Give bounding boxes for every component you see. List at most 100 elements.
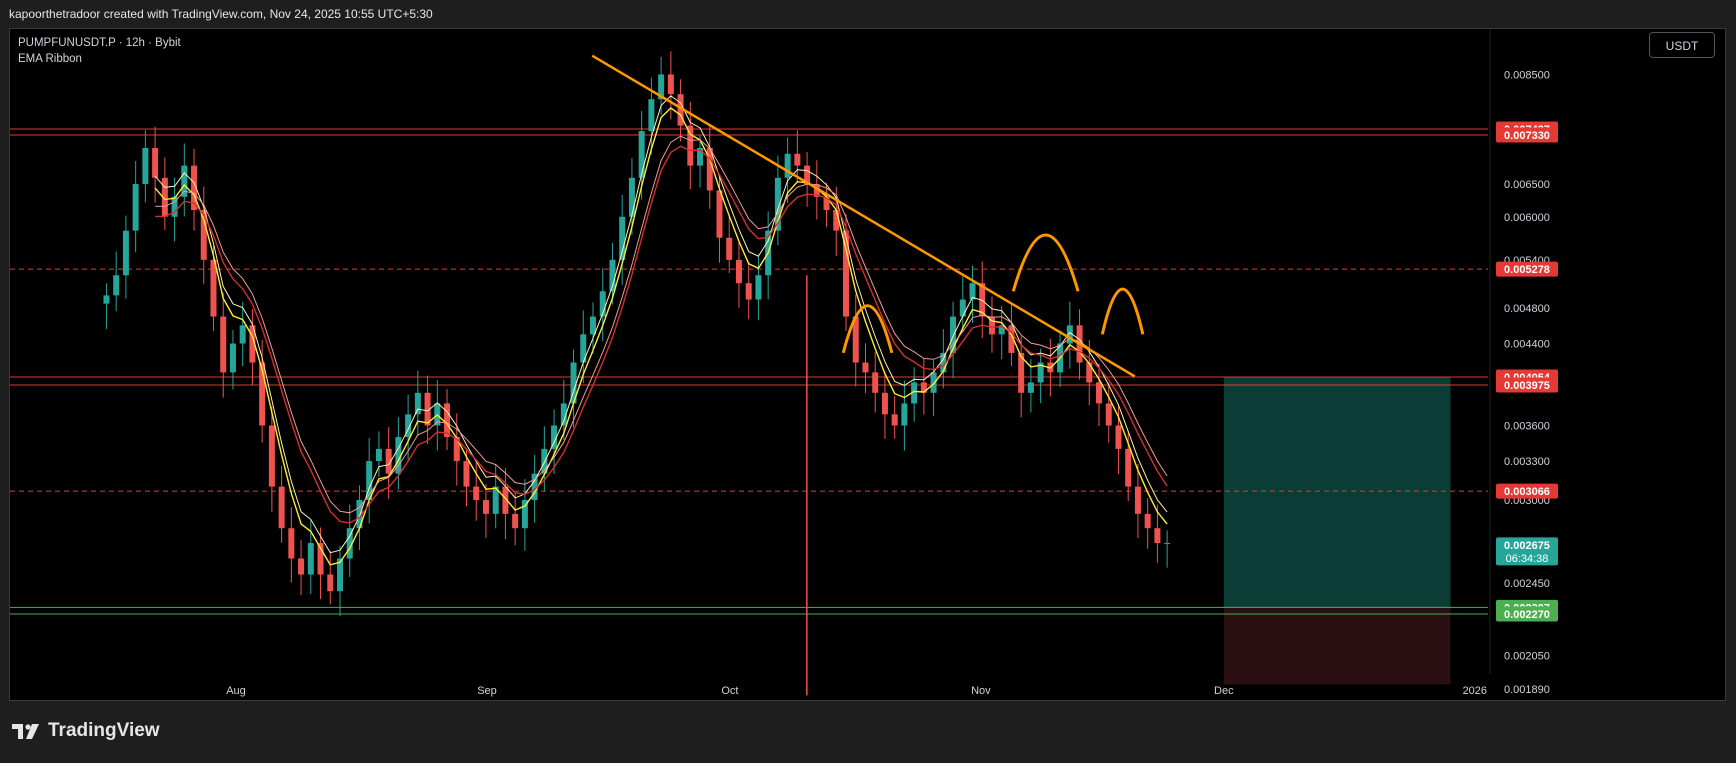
candle-body [444, 403, 451, 438]
y-tick-label: 0.003300 [1504, 456, 1550, 468]
candle-body [502, 486, 509, 514]
y-tick-label: 0.002050 [1504, 651, 1550, 663]
candle-body [872, 372, 879, 393]
candle-body [784, 153, 791, 178]
pattern-arc [841, 304, 894, 354]
price-chart[interactable]: 0.008500 0.006500 0.006000 0.005400 0.004800… [10, 29, 1726, 701]
candle-body [774, 177, 781, 231]
stop-zone [1223, 607, 1451, 685]
current-price-badge-bg [1496, 537, 1558, 566]
price-level-badge-bg [1496, 377, 1558, 393]
candle-body [327, 574, 334, 592]
candle-body [336, 558, 343, 592]
candle-body [609, 259, 616, 292]
candle-body [171, 196, 178, 217]
indicator-label[interactable]: EMA Ribbon [18, 53, 82, 65]
candle-body [259, 362, 266, 426]
chart-legend: PUMPFUNUSDT.P · 12h · Bybit EMA Ribbon [18, 35, 181, 67]
candle-body [132, 184, 139, 231]
x-tick-label: Dec [1214, 685, 1234, 697]
candle-body [414, 392, 421, 415]
candle-body [482, 500, 489, 514]
candle-body [161, 177, 168, 217]
y-tick-label: 0.008500 [1504, 69, 1550, 81]
x-tick-label: Sep [477, 685, 497, 697]
price-level-badge-bg [1496, 261, 1558, 277]
candle-body [988, 316, 995, 335]
price-level-badge: 0.005278 [1504, 264, 1550, 276]
y-tick-label: 0.003600 [1504, 421, 1550, 433]
candle-body [492, 486, 499, 514]
candle-body [735, 259, 742, 284]
candle-body [239, 325, 246, 344]
ema-fast-line-2 [154, 95, 1168, 554]
candle-body [122, 230, 129, 276]
x-tick-label: Aug [226, 685, 246, 697]
y-tick-label: 0.004400 [1504, 339, 1550, 351]
candle-body [745, 283, 752, 300]
candle-body [570, 362, 577, 404]
candle-body [512, 513, 519, 529]
candle-body [405, 414, 412, 438]
candle-body [1105, 403, 1112, 426]
brand-name: TradingView [48, 720, 160, 741]
candle-body [560, 403, 567, 426]
candle-body [648, 99, 655, 132]
price-level-badge: 0.002270 [1504, 609, 1550, 621]
candle-body [1008, 325, 1015, 353]
current-price-badge: 0.002675 [1504, 540, 1550, 552]
candle-body [356, 500, 363, 529]
candle-body [619, 216, 626, 260]
candle-body [677, 94, 684, 126]
header-bar: kapoorthetradoor created with TradingVie… [0, 0, 1736, 28]
countdown-label: 06:34:38 [1506, 553, 1549, 565]
candle-body [1164, 543, 1171, 545]
candle-body [881, 392, 888, 415]
candle-body [590, 316, 597, 335]
candle-body [200, 210, 207, 260]
candle-body [901, 403, 908, 426]
candle-body [249, 325, 256, 363]
candle-body [638, 131, 645, 178]
candle-body [950, 316, 957, 353]
candle-body [1115, 425, 1122, 449]
candle-body [1027, 382, 1034, 393]
candle-body [911, 382, 918, 404]
candle-body [463, 461, 470, 487]
candle-body [959, 299, 966, 317]
candle-body [103, 295, 110, 304]
target-zone [1223, 376, 1451, 608]
currency-button[interactable]: USDT [1649, 32, 1715, 58]
candle-body [658, 74, 665, 100]
header-caption: kapoorthetradoor created with TradingVie… [9, 7, 433, 21]
candle-body [862, 362, 869, 373]
price-level-badge-bg [1496, 606, 1558, 622]
ema-fast-line [154, 107, 1168, 566]
candle-body [531, 473, 538, 501]
symbol-label[interactable]: PUMPFUNUSDT.P · 12h · Bybit [18, 37, 181, 49]
footer-brand[interactable]: TradingView [12, 720, 160, 742]
candle-body [521, 500, 528, 529]
candle-body [940, 352, 947, 373]
candle-body [229, 343, 236, 373]
price-level-badge: 0.003066 [1504, 486, 1550, 498]
candle-body [298, 558, 305, 575]
candle-body [1037, 362, 1044, 383]
candle-body [1125, 448, 1132, 487]
candle-body [580, 334, 587, 363]
x-tick-label: Oct [721, 685, 738, 697]
candle-body [998, 325, 1005, 335]
chart-panel[interactable]: 0.008500 0.006500 0.006000 0.005400 0.004800… [9, 28, 1726, 701]
x-tick-label: 2026 [1463, 685, 1487, 697]
candle-body [1096, 382, 1103, 404]
candle-body [307, 543, 314, 575]
y-tick-label: 0.002450 [1504, 578, 1550, 590]
candle-body [210, 259, 217, 317]
trendline [591, 54, 1136, 378]
candle-body [191, 165, 198, 211]
candle-body [375, 448, 382, 462]
candle-body [473, 486, 480, 501]
candle-body [667, 74, 674, 95]
candle-body [716, 190, 723, 238]
candle-body [220, 316, 227, 373]
